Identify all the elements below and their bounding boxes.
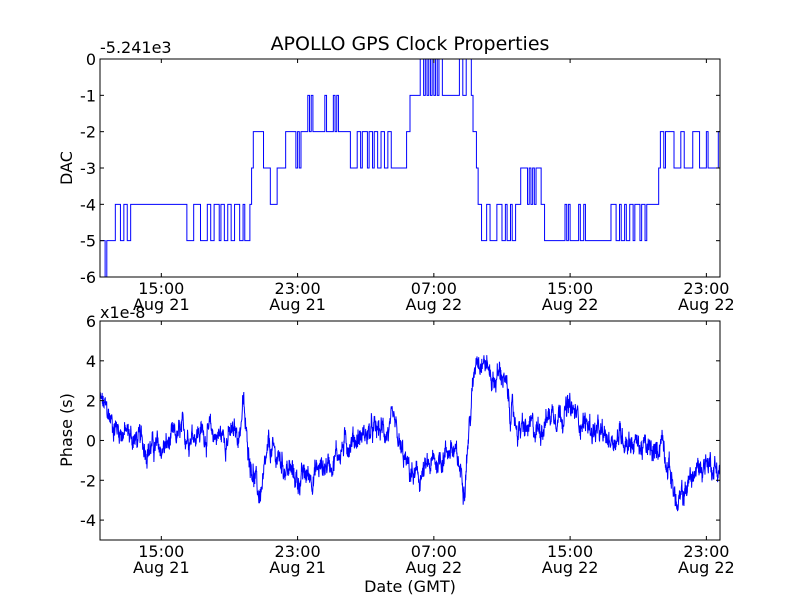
phase-x-tick-date-label: Aug 21 — [269, 558, 326, 577]
dac-y-tick-label: -4 — [80, 195, 96, 214]
chart-title: APOLLO GPS Clock Properties — [271, 33, 550, 55]
dac-y-tick-label: -6 — [80, 268, 96, 287]
phase-plot-area — [99, 355, 721, 512]
dac-y-axis-label: DAC — [57, 151, 76, 185]
dac-y-tick-label: -2 — [80, 123, 96, 142]
phase-x-tick-date-label: Aug 21 — [133, 558, 190, 577]
dac-y-ticks: 0 -1 -2 -3 -4 -5 -6 — [80, 50, 720, 287]
phase-y-tick-label: -4 — [80, 511, 96, 530]
phase-x-tick-time-label: 15:00 — [138, 542, 184, 561]
dac-series-line — [100, 58, 720, 278]
dac-offset-label: -5.241e3 — [100, 38, 172, 57]
dac-plot-area — [100, 58, 720, 278]
phase-y-tick-label: 0 — [86, 431, 96, 450]
phase-x-tick-date-label: Aug 22 — [406, 558, 463, 577]
dac-y-tick-label: 0 — [86, 50, 96, 69]
phase-y-tick-label: 6 — [86, 312, 96, 331]
dac-x-tick-time-label: 07:00 — [411, 279, 457, 298]
dac-x-tick-time-label: 23:00 — [275, 279, 321, 298]
phase-y-axis-label: Phase (s) — [57, 393, 76, 467]
dac-y-tick-label: -1 — [80, 86, 96, 105]
phase-y-tick-label: -2 — [80, 471, 96, 490]
phase-x-tick-date-label: Aug 22 — [542, 558, 599, 577]
phase-series-line — [99, 355, 721, 512]
phase-x-tick-time-label: 07:00 — [411, 542, 457, 561]
dac-x-tick-date-label: Aug 22 — [542, 295, 599, 314]
dac-x-tick-time-label: 15:00 — [547, 279, 593, 298]
dac-x-tick-date-label: Aug 21 — [133, 295, 190, 314]
phase-x-tick-time-label: 23:00 — [275, 542, 321, 561]
phase-x-tick-time-label: 23:00 — [683, 542, 729, 561]
x-axis-label: Date (GMT) — [364, 577, 456, 596]
phase-x-tick-time-label: 15:00 — [547, 542, 593, 561]
dac-x-tick-date-label: Aug 21 — [269, 295, 326, 314]
phase-offset-label: x1e-8 — [100, 303, 145, 322]
dac-y-tick-label: -5 — [80, 232, 96, 251]
phase-y-ticks: 6 4 2 0 -2 -4 — [80, 312, 720, 530]
phase-x-tick-date-label: Aug 22 — [678, 558, 735, 577]
phase-axes-frame — [99, 320, 721, 541]
phase-y-tick-label: 4 — [86, 352, 96, 371]
dac-y-tick-label: -3 — [80, 159, 96, 178]
dac-x-tick-date-label: Aug 22 — [406, 295, 463, 314]
dac-x-tick-time-label: 23:00 — [683, 279, 729, 298]
phase-y-tick-label: 2 — [86, 392, 96, 411]
dac-x-tick-date-label: Aug 22 — [678, 295, 735, 314]
dac-x-tick-time-label: 15:00 — [138, 279, 184, 298]
